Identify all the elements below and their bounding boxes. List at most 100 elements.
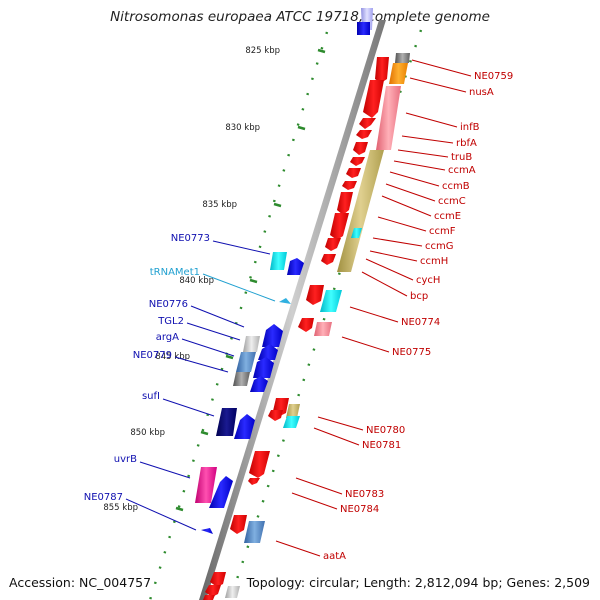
gene-label-ne0780[interactable]: NE0780 xyxy=(366,425,405,436)
gene-label-trub[interactable]: truB xyxy=(451,152,472,163)
gene-label-nusa[interactable]: nusA xyxy=(469,87,494,98)
forward-gene-labels: NE0773 tRNAMet1 NE0776 TGL2 argA NE0779 sufI uv… xyxy=(84,233,276,531)
gene-label-connector xyxy=(162,398,215,417)
feature-ne0776[interactable] xyxy=(262,324,283,347)
gene-label-connector xyxy=(361,271,408,297)
gene-label-ne0773[interactable]: NE0773 xyxy=(171,233,210,244)
scale-track: 825 kbp 830 kbp 835 kbp 840 kbp 845 kbp 850 k… xyxy=(103,29,423,600)
feature-ne0773-cyan[interactable] xyxy=(270,252,287,270)
feature-ccmf[interactable] xyxy=(330,213,349,240)
feature-pink-block[interactable] xyxy=(376,86,401,150)
feature-uvrb-blue[interactable] xyxy=(209,476,233,508)
gene-label-ne0783[interactable]: NE0783 xyxy=(345,489,384,500)
feature-ne0774[interactable] xyxy=(306,285,324,305)
feature-olive-block[interactable] xyxy=(337,150,384,272)
gene-label-trnamet1[interactable]: tRNAMet1 xyxy=(150,267,200,278)
gene-label-connector xyxy=(365,258,414,281)
feature-track xyxy=(195,8,410,600)
feature-sufi-blue[interactable] xyxy=(234,414,255,439)
gene-label-infb[interactable]: infB xyxy=(460,122,480,133)
feature-rbfa[interactable] xyxy=(356,130,372,139)
feature-ne0774-cyan[interactable] xyxy=(320,290,342,312)
feature-forward-top[interactable] xyxy=(357,22,370,35)
gene-label-ccmg[interactable]: ccmG xyxy=(425,241,454,252)
feature-uvrb[interactable] xyxy=(195,467,217,503)
gene-label-rbfa[interactable]: rbfA xyxy=(456,138,477,149)
gene-label-ne0784[interactable]: NE0784 xyxy=(340,504,379,515)
gene-label-tgl2[interactable]: TGL2 xyxy=(157,316,184,327)
feature-ne0784[interactable] xyxy=(248,478,260,485)
feature-ccmc[interactable] xyxy=(342,181,357,190)
feature-sufi[interactable] xyxy=(216,408,237,436)
feature-aata[interactable] xyxy=(230,515,247,534)
feature-bottom-1[interactable] xyxy=(210,572,226,587)
kbp-label: 825 kbp xyxy=(245,46,280,56)
gene-label-ne0779[interactable]: NE0779 xyxy=(133,350,172,361)
feature-ne0781-cyan[interactable] xyxy=(283,416,300,428)
feature-trub[interactable] xyxy=(353,142,368,155)
feature-ne0773[interactable] xyxy=(287,258,304,275)
gene-label-connector xyxy=(405,112,458,128)
feature-ne0775[interactable] xyxy=(298,318,314,332)
feature-bottom-3[interactable] xyxy=(225,586,240,598)
feature-ccmf-cyan[interactable] xyxy=(351,228,362,238)
gene-label-ne0759[interactable]: NE0759 xyxy=(474,71,513,82)
feature-ccme[interactable] xyxy=(337,192,353,215)
gene-label-ne0781[interactable]: NE0781 xyxy=(362,440,401,451)
feature-arga[interactable] xyxy=(258,344,278,360)
gene-label-connector xyxy=(291,492,338,510)
feature-ne0787[interactable] xyxy=(201,528,213,534)
gene-label-ne0776[interactable]: NE0776 xyxy=(149,299,188,310)
gene-label-connector xyxy=(313,427,360,446)
gene-label-ccme[interactable]: ccmE xyxy=(434,211,461,222)
gene-label-ne0787[interactable]: NE0787 xyxy=(84,492,123,503)
gene-label-ccmc[interactable]: ccmC xyxy=(438,196,466,207)
kbp-label: 830 kbp xyxy=(225,123,260,133)
gene-label-bcp[interactable]: bcp xyxy=(410,291,428,302)
feature-ne0779[interactable] xyxy=(233,372,250,386)
gene-label-connector xyxy=(125,498,197,531)
gene-label-cych[interactable]: cycH xyxy=(416,275,440,286)
feature-bottom-4[interactable] xyxy=(203,595,215,600)
feature-ccmh[interactable] xyxy=(321,254,336,265)
feature-infb[interactable] xyxy=(359,118,376,129)
feature-ne0783[interactable] xyxy=(249,451,270,478)
gene-label-aata[interactable]: aatA xyxy=(323,551,346,562)
feature-trnamet1[interactable] xyxy=(279,298,291,304)
kbp-tick xyxy=(249,278,258,284)
gene-label-ccma[interactable]: ccmA xyxy=(448,165,476,176)
feature-ccma[interactable] xyxy=(350,157,365,166)
gene-label-ne0775[interactable]: NE0775 xyxy=(392,347,431,358)
feature-ne0759[interactable] xyxy=(375,57,389,83)
kbp-label: 850 kbp xyxy=(130,428,165,438)
gene-label-ccmh[interactable]: ccmH xyxy=(420,256,448,267)
feature-ne0779-blue[interactable] xyxy=(253,357,274,378)
feature-ne0759-inner[interactable] xyxy=(395,53,410,63)
feature-nusa[interactable] xyxy=(363,80,384,118)
feature-aata-steel[interactable] xyxy=(244,521,265,543)
feature-ccmb[interactable] xyxy=(346,168,361,178)
kbp-tick xyxy=(200,430,209,436)
kbp-tick xyxy=(297,125,306,131)
feature-ccmg[interactable] xyxy=(325,238,341,251)
feature-ne0775-pink[interactable] xyxy=(314,322,332,336)
gene-label-uvrb[interactable]: uvrB xyxy=(114,454,137,465)
gene-label-ne0774[interactable]: NE0774 xyxy=(401,317,440,328)
kbp-tick xyxy=(175,506,184,512)
map-title: Nitrosomonas europaea ATCC 19718, comple… xyxy=(110,9,490,25)
feature-ne0780-olive[interactable] xyxy=(286,404,300,418)
feature-nusa-orange[interactable] xyxy=(389,63,408,84)
feature-ne0779-small[interactable] xyxy=(250,376,268,392)
gene-label-connector xyxy=(190,305,245,328)
feature-arga-steel[interactable] xyxy=(236,352,256,372)
gene-label-arga[interactable]: argA xyxy=(156,332,179,343)
gene-label-connector xyxy=(139,461,191,479)
feature-tgl2-gray[interactable] xyxy=(243,336,260,352)
gene-label-sufi[interactable]: sufI xyxy=(142,391,160,402)
gene-label-connector xyxy=(372,237,423,247)
gene-label-ccmb[interactable]: ccmB xyxy=(442,181,470,192)
feature-ne0781[interactable] xyxy=(268,410,283,421)
feature-bottom-2[interactable] xyxy=(205,585,221,597)
gene-label-ccmf[interactable]: ccmF xyxy=(429,226,456,237)
